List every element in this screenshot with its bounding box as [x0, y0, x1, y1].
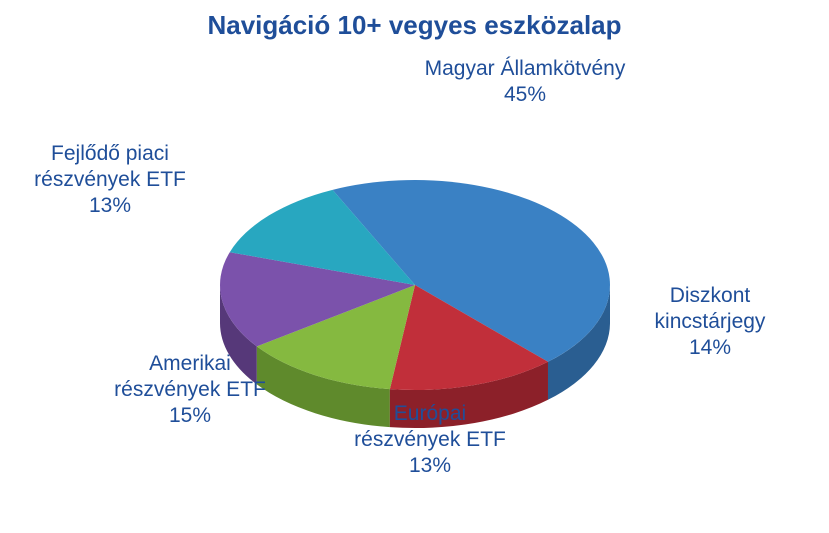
slice-label-4: Fejlődő piaci részvények ETF 13% — [34, 141, 186, 220]
slice-label-2: Európai részvények ETF 13% — [354, 401, 506, 480]
slice-label-1: Diszkont kincstárjegy 14% — [655, 283, 766, 362]
slice-label-3: Amerikai részvények ETF 15% — [114, 351, 266, 430]
slice-label-0: Magyar Államkötvény 45% — [425, 56, 626, 109]
